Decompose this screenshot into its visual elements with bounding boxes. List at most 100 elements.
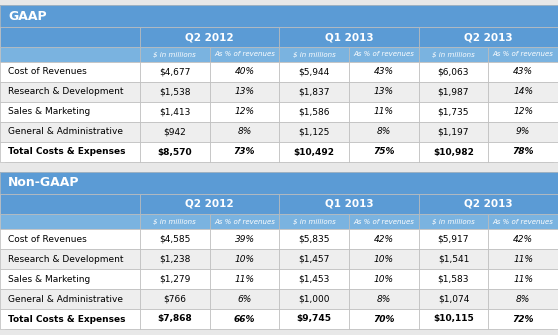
- Bar: [280, 102, 349, 122]
- Bar: [488, 249, 558, 269]
- Text: $8,570: $8,570: [157, 147, 192, 156]
- Text: General & Administrative: General & Administrative: [8, 294, 123, 304]
- Bar: [349, 102, 418, 122]
- Text: Non-GAAP: Non-GAAP: [8, 177, 79, 190]
- Bar: [349, 62, 418, 82]
- Text: 11%: 11%: [513, 255, 533, 264]
- Bar: [418, 289, 488, 309]
- Bar: [0, 269, 140, 289]
- Text: 10%: 10%: [234, 255, 254, 264]
- Text: 9%: 9%: [516, 128, 530, 136]
- Bar: [0, 102, 140, 122]
- Text: 8%: 8%: [237, 128, 252, 136]
- Bar: [0, 5, 558, 27]
- Bar: [140, 142, 210, 162]
- Text: $1,735: $1,735: [437, 108, 469, 117]
- Bar: [488, 289, 558, 309]
- Text: 10%: 10%: [374, 274, 394, 283]
- Text: As % of revenues: As % of revenues: [353, 52, 414, 58]
- Bar: [418, 122, 488, 142]
- Text: As % of revenues: As % of revenues: [493, 52, 554, 58]
- Bar: [0, 142, 140, 162]
- Bar: [418, 102, 488, 122]
- Text: $6,063: $6,063: [437, 67, 469, 76]
- Bar: [349, 289, 418, 309]
- Bar: [280, 82, 349, 102]
- Text: As % of revenues: As % of revenues: [214, 218, 275, 224]
- Bar: [210, 229, 280, 249]
- Bar: [0, 172, 558, 194]
- Text: 11%: 11%: [374, 108, 394, 117]
- Text: $1,453: $1,453: [299, 274, 330, 283]
- Bar: [0, 172, 558, 194]
- Text: 8%: 8%: [377, 128, 391, 136]
- Bar: [140, 47, 210, 62]
- Bar: [418, 142, 488, 162]
- Text: $10,115: $10,115: [433, 315, 474, 324]
- Bar: [0, 62, 140, 82]
- Text: $ in millions: $ in millions: [293, 52, 335, 58]
- Text: 8%: 8%: [377, 294, 391, 304]
- Text: Research & Development: Research & Development: [8, 87, 123, 96]
- Text: Research & Development: Research & Development: [8, 255, 123, 264]
- Text: $1,586: $1,586: [299, 108, 330, 117]
- Text: 39%: 39%: [234, 234, 254, 244]
- Bar: [418, 229, 488, 249]
- Bar: [349, 82, 418, 102]
- Text: $5,917: $5,917: [437, 234, 469, 244]
- Bar: [140, 229, 210, 249]
- Bar: [210, 214, 280, 229]
- Text: $1,000: $1,000: [299, 294, 330, 304]
- Bar: [280, 249, 349, 269]
- Text: $1,125: $1,125: [299, 128, 330, 136]
- Bar: [488, 62, 558, 82]
- Bar: [418, 194, 558, 214]
- Text: 43%: 43%: [513, 67, 533, 76]
- Text: Sales & Marketing: Sales & Marketing: [8, 108, 90, 117]
- Bar: [488, 122, 558, 142]
- Text: 13%: 13%: [374, 87, 394, 96]
- Text: Sales & Marketing: Sales & Marketing: [8, 274, 90, 283]
- Bar: [140, 309, 210, 329]
- Text: $766: $766: [163, 294, 186, 304]
- Bar: [488, 214, 558, 229]
- Text: Q2 2013: Q2 2013: [464, 199, 513, 209]
- Bar: [140, 122, 210, 142]
- Bar: [418, 309, 488, 329]
- Bar: [488, 269, 558, 289]
- Bar: [0, 214, 140, 229]
- Bar: [349, 142, 418, 162]
- Bar: [210, 62, 280, 82]
- Bar: [140, 82, 210, 102]
- Bar: [210, 142, 280, 162]
- Text: $5,835: $5,835: [299, 234, 330, 244]
- Bar: [280, 47, 349, 62]
- Bar: [0, 27, 140, 47]
- Text: $ in millions: $ in millions: [293, 218, 335, 224]
- Bar: [488, 229, 558, 249]
- Text: 66%: 66%: [234, 315, 255, 324]
- Text: $1,541: $1,541: [438, 255, 469, 264]
- Bar: [280, 122, 349, 142]
- Text: Q2 2012: Q2 2012: [185, 32, 234, 42]
- Bar: [210, 269, 280, 289]
- Bar: [488, 309, 558, 329]
- Bar: [210, 249, 280, 269]
- Bar: [349, 249, 418, 269]
- Text: As % of revenues: As % of revenues: [353, 218, 414, 224]
- Text: $4,585: $4,585: [159, 234, 190, 244]
- Bar: [418, 214, 488, 229]
- Bar: [280, 214, 349, 229]
- Bar: [349, 122, 418, 142]
- Text: $1,074: $1,074: [438, 294, 469, 304]
- Bar: [0, 122, 140, 142]
- Text: Q1 2013: Q1 2013: [325, 32, 373, 42]
- Bar: [140, 27, 280, 47]
- Text: 8%: 8%: [516, 294, 530, 304]
- Text: $1,413: $1,413: [159, 108, 190, 117]
- Text: Q2 2013: Q2 2013: [464, 32, 513, 42]
- Text: $1,279: $1,279: [159, 274, 190, 283]
- Text: $1,583: $1,583: [437, 274, 469, 283]
- Bar: [488, 82, 558, 102]
- Bar: [0, 47, 140, 62]
